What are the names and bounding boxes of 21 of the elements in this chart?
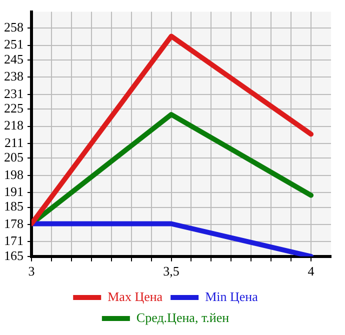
x-tick-label: 3,5 [163, 264, 180, 279]
y-tick-label: 238 [4, 68, 24, 84]
legend-label: Max Цена [108, 288, 163, 304]
y-tick-label: 225 [4, 100, 24, 116]
y-tick-label: 245 [4, 51, 24, 66]
y-tick-label: 165 [4, 248, 24, 263]
legend-label: Сред.Цена, т.йен [136, 310, 230, 325]
y-tick-label: 258 [4, 20, 24, 35]
y-tick-label: 178 [4, 216, 24, 231]
y-tick-label: 205 [4, 150, 24, 165]
y-tick-label: 198 [4, 166, 24, 182]
y-tick-label: 251 [4, 36, 24, 52]
y-tick-label: 218 [4, 118, 24, 133]
y-tick-label: 191 [4, 184, 24, 199]
y-tick-label: 231 [4, 86, 24, 101]
legend-label: Min Цена [205, 288, 258, 304]
y-tick-label: 211 [4, 134, 24, 150]
y-tick-label: 185 [4, 198, 24, 214]
x-tick-label: 4 [308, 264, 315, 279]
x-tick-label: 3 [28, 264, 35, 279]
y-tick-label: 171 [4, 233, 24, 248]
